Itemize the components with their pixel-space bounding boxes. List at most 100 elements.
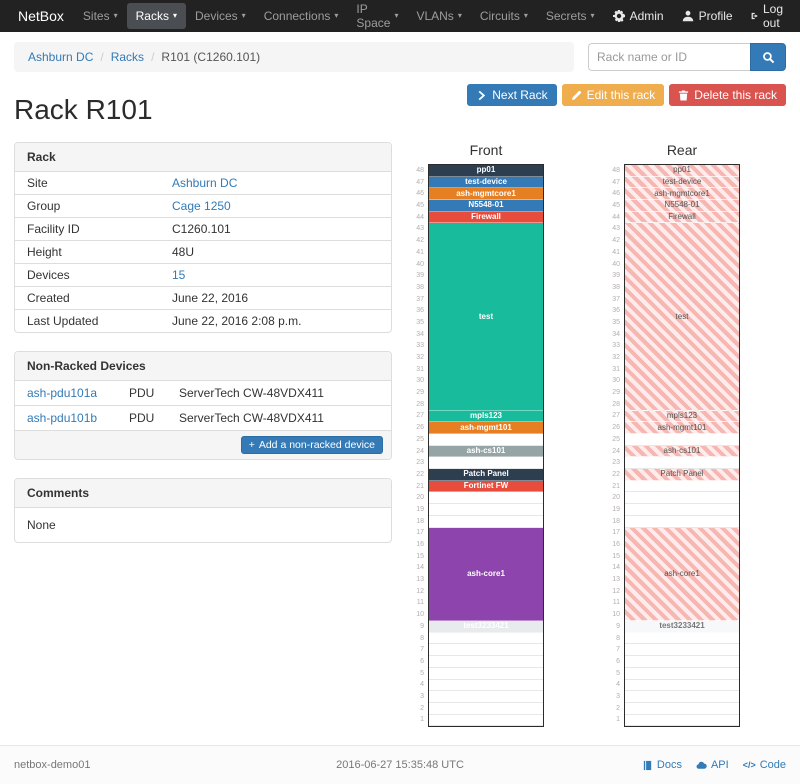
rack-unit-empty (625, 515, 739, 528)
device-link[interactable]: ash-pdu101a (27, 386, 98, 400)
plus-icon: + (248, 439, 255, 451)
info-label: Facility ID (27, 222, 80, 236)
rack-info-row: Site Ashburn DC (15, 172, 391, 194)
rack-device[interactable]: ash-mgmt101 (625, 422, 739, 434)
unit-number: 22 (612, 470, 620, 478)
rack-device[interactable]: ash-cs101 (429, 445, 543, 458)
brand[interactable]: NetBox (18, 8, 64, 24)
rack-device[interactable]: N5548-01 (625, 200, 739, 212)
rack-device[interactable]: Patch Panel (429, 469, 543, 481)
unit-number: 32 (612, 354, 620, 361)
non-racked-panel: Non-Racked Devices ash-pdu101a PDU ServerT… (14, 351, 392, 460)
rack-unit-empty (625, 457, 739, 470)
rack-device[interactable]: ash-mgmtcore1 (429, 188, 543, 201)
rack-device[interactable]: mpls123 (625, 410, 739, 423)
rack-device[interactable]: Firewall (429, 211, 543, 224)
breadcrumb-separator: / (151, 50, 155, 64)
rack-unit-empty (429, 632, 543, 645)
rack-device[interactable]: pp01 (625, 165, 739, 177)
rack-device[interactable]: ash-cs101 (625, 445, 739, 458)
next-rack-button[interactable]: Next Rack (467, 84, 557, 106)
rack-unit-empty (429, 644, 543, 657)
nav-item-label: Racks (135, 9, 169, 23)
unit-number: 26 (416, 424, 424, 432)
rack-device[interactable]: test (429, 223, 543, 411)
rack-info-row: Height 48U (15, 240, 391, 263)
unit-number: 34 (416, 330, 424, 338)
nav-right-label: Profile (698, 9, 733, 23)
nav-item-vlans[interactable]: VLANs ▾ (407, 0, 470, 32)
comments-panel: Comments None (14, 478, 392, 543)
api-link[interactable]: API (696, 759, 729, 771)
rack-device[interactable]: Patch Panel (625, 469, 739, 481)
rack-device[interactable]: mpls123 (429, 410, 543, 423)
rack-unit-empty (429, 702, 543, 715)
profile-link[interactable]: Profile (673, 0, 742, 32)
edit-rack-button[interactable]: Edit this rack (561, 84, 665, 106)
search-button[interactable] (750, 43, 786, 71)
unit-number: 1 (616, 716, 620, 724)
nav-item-circuits[interactable]: Circuits ▾ (471, 0, 537, 32)
unit-number: 8 (616, 634, 620, 642)
rack-device[interactable]: ash-mgmt101 (429, 422, 543, 434)
device-model: ServerTech CW-48VDX411 (179, 411, 324, 425)
non-racked-panel-title: Non-Racked Devices (15, 352, 391, 381)
rack-device[interactable]: test (625, 223, 739, 411)
non-racked-table: ash-pdu101a PDU ServerTech CW-48VDX411 ash-… (15, 381, 391, 430)
info-value: C1260.101 (172, 222, 231, 236)
info-label: Last Updated (27, 314, 99, 328)
nav-item-secrets[interactable]: Secrets ▾ (537, 0, 604, 32)
rack-device[interactable]: ash-core1 (429, 527, 543, 622)
unit-number: 17 (612, 529, 620, 537)
breadcrumb-item[interactable]: Racks (110, 50, 145, 64)
search-input[interactable] (588, 43, 750, 71)
rack-device[interactable]: N5548-01 (429, 200, 543, 212)
unit-number: 3 (420, 692, 424, 700)
caret-down-icon: ▾ (590, 11, 595, 20)
button-label: Add a non-racked device (258, 439, 375, 451)
rack-device[interactable]: pp01 (429, 165, 543, 177)
unit-number: 10 (612, 611, 620, 619)
add-non-racked-device-button[interactable]: + Add a non-racked device (240, 436, 383, 454)
delete-rack-button[interactable]: Delete this rack (669, 84, 786, 106)
nav-item-devices[interactable]: Devices ▾ (186, 0, 255, 32)
admin-link[interactable]: Admin (604, 0, 673, 32)
rack-device[interactable]: test-device (429, 176, 543, 189)
rack-device[interactable]: test-device (625, 176, 739, 189)
rack-unit-empty (625, 656, 739, 668)
rack-device[interactable]: Fortinet FW (429, 480, 543, 493)
rack-device[interactable]: test3233421 (625, 621, 739, 633)
rack-device[interactable]: ash-core1 (625, 527, 739, 622)
info-value-link[interactable]: Cage 1250 (172, 199, 231, 213)
nav-item-racks[interactable]: Racks ▾ (126, 3, 186, 29)
code-link[interactable]: </> Code (743, 759, 786, 771)
caret-down-icon: ▾ (457, 11, 462, 20)
nav-item-connections[interactable]: Connections ▾ (255, 0, 348, 32)
unit-number: 34 (612, 330, 620, 338)
rack-device[interactable]: test3233421 (429, 621, 543, 633)
rack-panel: Rack Site Ashburn DC Group Cage 1250 Facilit… (14, 142, 392, 333)
info-value: June 22, 2016 2:08 p.m. (172, 314, 302, 328)
docs-link[interactable]: Docs (642, 759, 682, 771)
nav-item-label: Devices (194, 9, 238, 23)
unit-number: 23 (416, 459, 424, 467)
unit-number: 43 (416, 225, 424, 233)
info-value-link[interactable]: 15 (172, 268, 186, 282)
rack-info-row: Devices 15 (15, 263, 391, 286)
unit-number: 41 (416, 248, 424, 256)
unit-number: 23 (612, 459, 620, 467)
rack-unit-empty (429, 504, 543, 516)
info-value-link[interactable]: Ashburn DC (172, 176, 238, 190)
breadcrumb-item[interactable]: Ashburn DC (28, 50, 94, 64)
device-link[interactable]: ash-pdu101b (27, 411, 98, 425)
logout-link[interactable]: Log out (742, 0, 797, 32)
caret-down-icon: ▾ (241, 11, 246, 20)
nav-item-ip-space[interactable]: IP Space ▾ (347, 0, 407, 32)
unit-number: 27 (416, 412, 424, 420)
breadcrumb-separator: / (100, 50, 104, 64)
rack-unit-empty (625, 434, 739, 446)
rack-device[interactable]: Firewall (625, 211, 739, 224)
unit-number: 14 (612, 564, 620, 572)
rack-device[interactable]: ash-mgmtcore1 (625, 188, 739, 201)
nav-item-sites[interactable]: Sites ▾ (74, 0, 127, 32)
